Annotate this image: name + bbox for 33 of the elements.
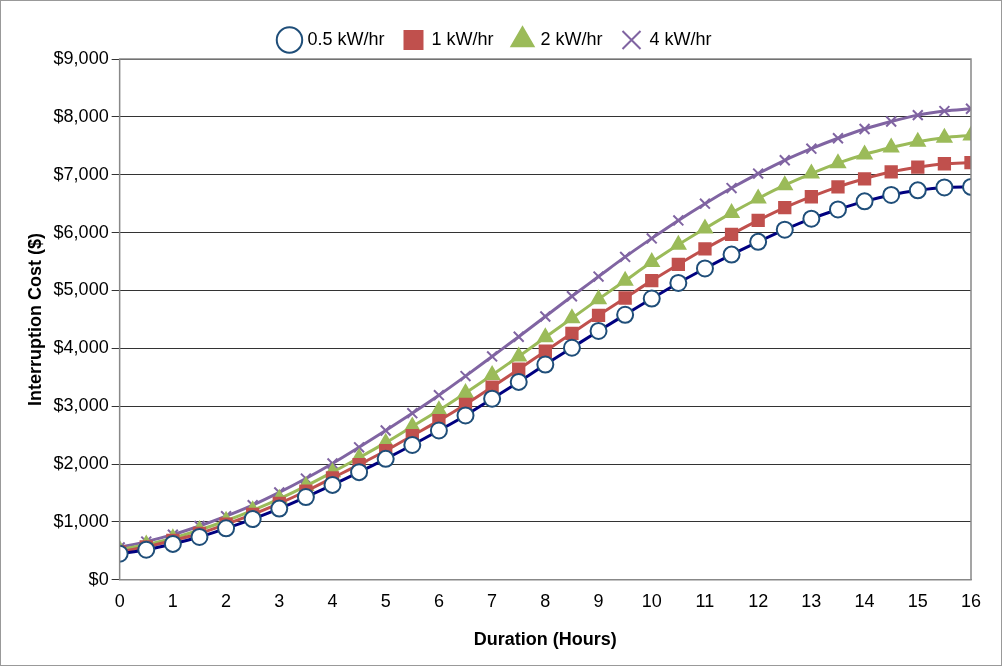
legend-label: 4 kW/hr xyxy=(649,28,712,49)
y-tick-label: $3,000 xyxy=(53,395,109,416)
y-tick-label: $6,000 xyxy=(53,221,109,242)
x-tick-label: 1 xyxy=(167,590,178,611)
x-tick-label: 15 xyxy=(907,590,928,611)
y-axis-title: Interruption Cost ($) xyxy=(24,232,45,406)
x-tick-label: 7 xyxy=(487,590,498,611)
x-tick-label: 11 xyxy=(695,590,715,611)
y-tick-label: $0 xyxy=(88,568,109,589)
x-tick-label: 6 xyxy=(433,590,444,611)
x-tick-label: 16 xyxy=(960,590,982,611)
y-tick-label: $7,000 xyxy=(53,163,109,184)
y-tick-label: $4,000 xyxy=(53,337,109,358)
y-tick-label: $5,000 xyxy=(53,279,109,300)
x-tick-label: 13 xyxy=(801,590,822,611)
y-tick-label: $1,000 xyxy=(53,510,109,531)
x-axis-title: Duration (Hours) xyxy=(473,629,617,650)
y-tick-label: $8,000 xyxy=(53,105,109,126)
x-tick-label: 14 xyxy=(854,590,875,611)
x-tick-label: 12 xyxy=(748,590,769,611)
x-tick-label: 2 xyxy=(221,590,232,611)
x-tick-label: 4 xyxy=(327,590,338,611)
x-tick-label: 5 xyxy=(380,590,391,611)
x-tick-label: 9 xyxy=(593,590,604,611)
y-tick-label: $2,000 xyxy=(53,453,109,474)
legend-label: 1 kW/hr xyxy=(431,28,494,49)
x-tick-label: 8 xyxy=(540,590,551,611)
legend-label: 0.5 kW/hr xyxy=(307,28,385,49)
x-tick-label: 10 xyxy=(641,590,662,611)
x-tick-label: 0 xyxy=(114,590,125,611)
y-tick-label: $9,000 xyxy=(53,47,109,68)
legend-label: 2 kW/hr xyxy=(540,28,603,49)
x-tick-label: 3 xyxy=(274,590,285,611)
